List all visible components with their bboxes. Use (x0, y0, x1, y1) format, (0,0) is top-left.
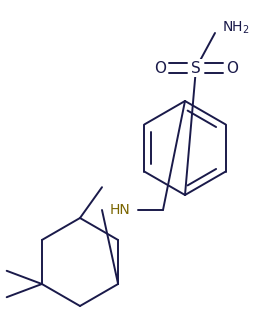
Text: O: O (154, 61, 166, 75)
Text: S: S (191, 61, 201, 75)
Text: NH$_2$: NH$_2$ (222, 20, 250, 36)
Text: O: O (226, 61, 238, 75)
Text: HN: HN (110, 203, 130, 217)
